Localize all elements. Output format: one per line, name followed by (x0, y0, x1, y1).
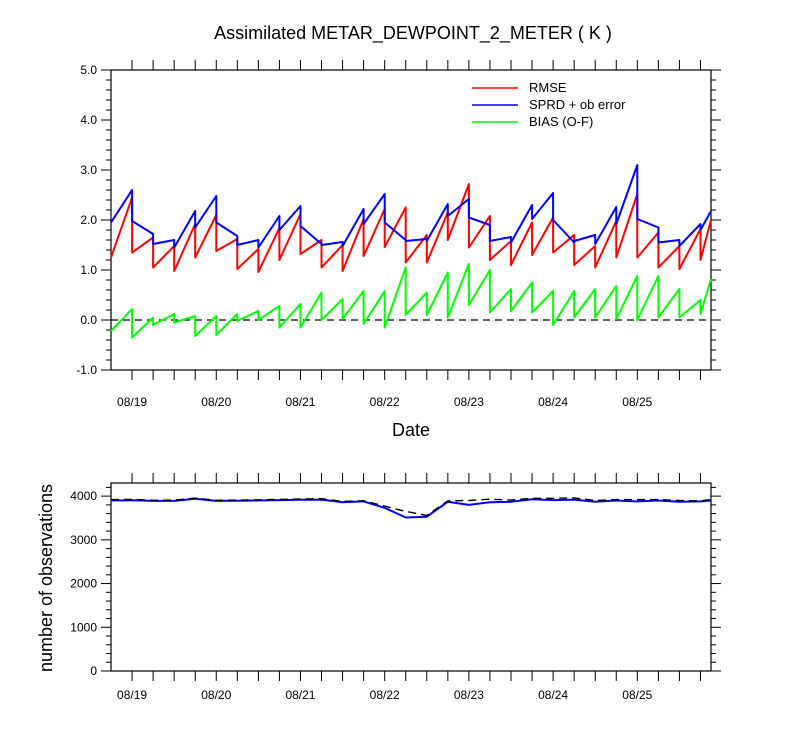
y-tick-label: 4.0 (80, 113, 97, 127)
series-solid-line (110, 497, 712, 519)
y-axis-label-observations: number of observations (36, 484, 56, 672)
y-tick-label: 2.0 (80, 213, 97, 227)
x-tick-label: 08/23 (454, 688, 484, 702)
x-tick-label: 08/19 (117, 688, 147, 702)
x-tick-label: 08/25 (622, 688, 652, 702)
y-tick-label: 3000 (70, 533, 97, 547)
top-panel: 08/19 08/20 08/21 08/22 08/23 08/24 08/25 -1.0 0… (76, 60, 721, 409)
y-tick-label: 3.0 (80, 163, 97, 177)
y-tick-label: 1000 (70, 620, 97, 634)
y-tick-label: 0 (90, 664, 97, 678)
x-tick-label: 08/20 (201, 395, 231, 409)
y-tick-label: 4000 (70, 489, 97, 503)
bottom-panel: 08/19 08/20 08/21 08/22 08/23 08/24 08/25 0 1000… (70, 473, 721, 702)
y-tick-label: -1.0 (76, 363, 97, 377)
x-tick-label: 08/21 (285, 395, 315, 409)
y-tick-label: 1.0 (80, 263, 97, 277)
x-axis-label: Date (392, 420, 430, 440)
series-sprd-ob-error-line (110, 164, 712, 249)
x-tick-label: 08/22 (370, 688, 400, 702)
legend-label: SPRD + ob error (529, 97, 626, 112)
chart-title: Assimilated METAR_DEWPOINT_2_METER ( K ) (214, 23, 612, 44)
x-tick-label: 08/23 (454, 395, 484, 409)
y-tick-label: 0.0 (80, 313, 97, 327)
x-tick-label: 08/22 (370, 395, 400, 409)
legend-label: RMSE (529, 80, 567, 95)
x-tick-label: 08/20 (201, 688, 231, 702)
y-tick-label: 2000 (70, 577, 97, 591)
plot-frame (110, 482, 712, 672)
legend-label: BIAS (O-F) (529, 114, 593, 129)
x-tick-label: 08/25 (622, 395, 652, 409)
series-rmse-line (110, 183, 712, 273)
x-tick-label: 08/21 (285, 688, 315, 702)
x-tick-label: 08/24 (538, 395, 568, 409)
series-bias-o-f-line (110, 263, 712, 339)
y-tick-label: 5.0 (80, 63, 97, 77)
x-tick-label: 08/19 (117, 395, 147, 409)
x-tick-label: 08/24 (538, 688, 568, 702)
